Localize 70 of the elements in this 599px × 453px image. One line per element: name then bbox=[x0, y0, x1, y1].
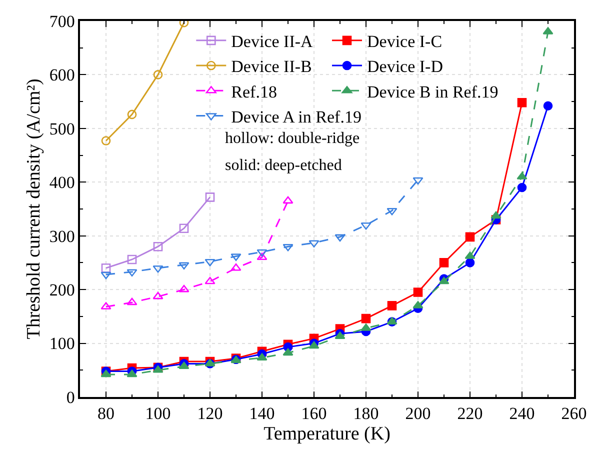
y-tick-label: 0 bbox=[66, 388, 75, 407]
point bbox=[101, 263, 111, 273]
point bbox=[465, 232, 475, 242]
point bbox=[413, 288, 423, 297]
y-tick-label: 500 bbox=[49, 119, 75, 138]
annotation: solid: deep-etched bbox=[225, 157, 342, 174]
point bbox=[387, 301, 397, 310]
point bbox=[282, 348, 294, 356]
x-tick-label: 260 bbox=[561, 404, 587, 424]
legend-label: Device II-A bbox=[231, 32, 314, 52]
legend-label: Device B in Ref.19 bbox=[367, 82, 498, 102]
x-tick-label: 120 bbox=[197, 404, 223, 424]
point bbox=[204, 276, 216, 284]
point bbox=[517, 98, 527, 108]
point bbox=[205, 192, 215, 202]
point bbox=[256, 249, 268, 257]
point bbox=[100, 272, 112, 280]
point bbox=[100, 370, 112, 378]
point bbox=[126, 298, 138, 306]
point bbox=[153, 70, 163, 80]
x-tick-label: 100 bbox=[145, 404, 171, 424]
x-tick-label: 200 bbox=[405, 404, 431, 424]
point bbox=[308, 341, 320, 349]
y-tick-label: 700 bbox=[49, 12, 75, 31]
y-tick-label: 100 bbox=[49, 334, 75, 354]
x-tick-label: 140 bbox=[249, 404, 275, 424]
point bbox=[152, 365, 164, 373]
point bbox=[334, 234, 346, 242]
point bbox=[386, 208, 398, 216]
point bbox=[127, 110, 137, 120]
legend-label: Device II-B bbox=[231, 57, 312, 76]
x-tick-label: 180 bbox=[353, 404, 379, 424]
point bbox=[127, 254, 137, 264]
x-tick-label: 240 bbox=[509, 404, 535, 424]
x-axis-title: Temperature (K) bbox=[264, 423, 390, 444]
point bbox=[517, 182, 527, 192]
point bbox=[152, 265, 164, 273]
x-tick-label: 80 bbox=[98, 404, 114, 424]
point bbox=[490, 211, 502, 219]
point bbox=[178, 262, 190, 270]
point bbox=[153, 242, 163, 252]
y-tick-label: 600 bbox=[49, 66, 75, 85]
point bbox=[282, 244, 294, 252]
point bbox=[230, 263, 242, 271]
legend-label: Ref.18 bbox=[231, 82, 277, 102]
point bbox=[152, 292, 164, 300]
x-tick-label: 220 bbox=[457, 404, 483, 424]
legend-label: Device A in Ref.19 bbox=[231, 107, 362, 126]
point bbox=[282, 196, 294, 204]
point bbox=[360, 222, 372, 230]
point bbox=[179, 224, 189, 233]
y-axis-title: Threshold current density (A/cm²) bbox=[24, 78, 45, 340]
point bbox=[439, 258, 449, 268]
legend-label: Device I-C bbox=[367, 32, 442, 52]
point bbox=[178, 284, 190, 292]
y-tick-label: 300 bbox=[49, 226, 75, 246]
point bbox=[126, 370, 138, 378]
point bbox=[543, 101, 553, 111]
point bbox=[204, 258, 216, 266]
y-tick-label: 200 bbox=[49, 280, 75, 300]
point bbox=[361, 314, 371, 324]
point bbox=[438, 276, 450, 284]
point bbox=[178, 362, 190, 370]
point bbox=[412, 177, 424, 185]
point bbox=[465, 258, 475, 268]
legend-label: Device I-D bbox=[367, 57, 443, 76]
annotation: hollow: double-ridge bbox=[225, 130, 360, 147]
x-tick-label: 160 bbox=[301, 404, 327, 424]
point bbox=[101, 136, 111, 146]
y-tick-label: 400 bbox=[49, 173, 75, 192]
